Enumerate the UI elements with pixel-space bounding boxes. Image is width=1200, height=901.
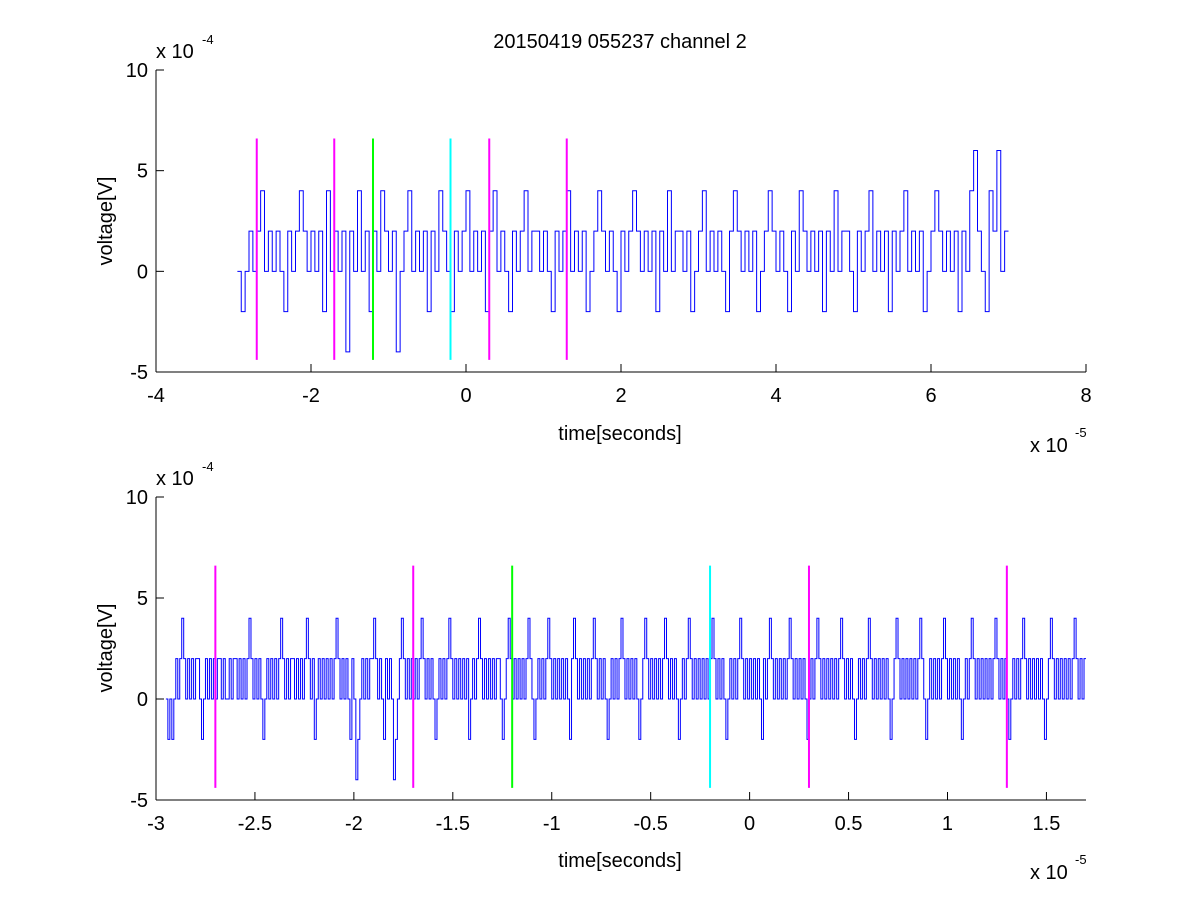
top-axes-box [156, 70, 1086, 372]
bottom-x-axis-label: time[seconds] [558, 850, 681, 872]
bottom-y-tick-label: 5 [137, 588, 148, 610]
top-y-tick-label: 0 [137, 261, 148, 283]
bottom-x-tick-label: -1.5 [436, 813, 470, 835]
bottom-x-tick-label: -2 [345, 813, 363, 835]
bottom-x-tick-label: 0.5 [835, 813, 863, 835]
top-y-axis-label: voltage[V] [95, 177, 117, 266]
top-x-tick-label: 6 [925, 385, 936, 407]
top-x-tick-label: 2 [615, 385, 626, 407]
bottom-y-axis-label: voltage[V] [95, 604, 117, 693]
top-x-tick-label: -2 [302, 385, 320, 407]
top-x-tick-label: 0 [460, 385, 471, 407]
top-y-tick-label: 10 [126, 60, 148, 82]
bottom-x-tick-label: -0.5 [633, 813, 667, 835]
bottom-x-tick-label: -1 [543, 813, 561, 835]
bottom-x-multiplier: x 10 [1030, 862, 1068, 884]
bottom-signal-line [165, 617, 1086, 781]
top-x-tick-label: 4 [770, 385, 781, 407]
top-y-tick-label: 5 [137, 161, 148, 183]
top-plot: -4 -2 0 2 4 6 8 -5 0 5 10 time[seconds] voltage[V]… [95, 32, 1092, 457]
bottom-y-tick-label: -5 [130, 790, 148, 812]
bottom-x-tick-label: 0 [744, 813, 755, 835]
bottom-x-tick-label: 1 [942, 813, 953, 835]
top-signal-line [237, 150, 1009, 353]
top-y-tick-label: -5 [130, 362, 148, 384]
top-x-multiplier: x 10 [1030, 435, 1068, 457]
top-y-multiplier: x 10 [156, 41, 194, 63]
top-y-multiplier-exponent: -4 [202, 32, 214, 47]
bottom-y-tick-label: 10 [126, 487, 148, 509]
top-x-multiplier-exponent: -5 [1075, 425, 1087, 440]
bottom-y-tick-label: 0 [137, 689, 148, 711]
bottom-x-tick-label: -3 [147, 813, 165, 835]
bottom-plot: -3 -2.5 -2 -1.5 -1 -0.5 0 0.5 1 1.5 -5 0 5 10 time[se… [95, 459, 1087, 884]
bottom-y-multiplier-exponent: -4 [202, 459, 214, 474]
top-x-axis-label: time[seconds] [558, 423, 681, 445]
bottom-x-tick-label: 1.5 [1033, 813, 1061, 835]
figure-title: 20150419 055237 channel 2 [493, 31, 747, 53]
bottom-y-multiplier: x 10 [156, 468, 194, 490]
top-x-tick-label: 8 [1080, 385, 1091, 407]
top-x-tick-label: -4 [147, 385, 165, 407]
bottom-x-multiplier-exponent: -5 [1075, 852, 1087, 867]
bottom-x-tick-label: -2.5 [238, 813, 272, 835]
